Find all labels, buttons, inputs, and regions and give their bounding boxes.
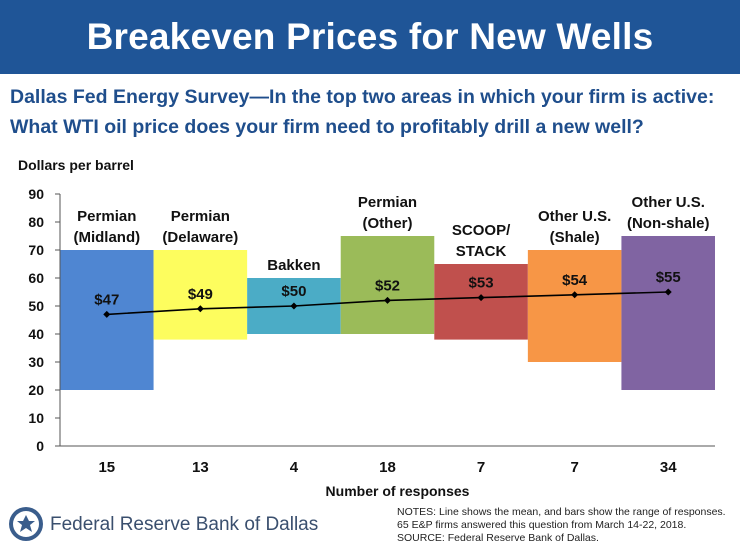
x-axis-title: Number of responses bbox=[326, 483, 470, 499]
region-label: (Shale) bbox=[550, 229, 600, 246]
survey-question: Dallas Fed Energy Survey—In the top two … bbox=[10, 86, 715, 138]
y-tick-label: 70 bbox=[28, 242, 44, 258]
y-tick-label: 30 bbox=[28, 354, 44, 370]
x-tick-label: 18 bbox=[379, 459, 396, 476]
y-tick-label: 10 bbox=[28, 410, 44, 426]
region-label: Other U.S. bbox=[632, 194, 705, 211]
region-label: Permian bbox=[358, 194, 417, 211]
source-line: SOURCE: Federal Reserve Bank of Dallas. bbox=[397, 532, 599, 544]
region-label: (Midland) bbox=[73, 229, 140, 246]
region-label: Other U.S. bbox=[538, 208, 611, 225]
y-tick-label: 80 bbox=[28, 214, 44, 230]
mean-point bbox=[290, 302, 298, 310]
mean-point bbox=[664, 288, 672, 296]
range-bar bbox=[527, 250, 622, 362]
range-bar bbox=[621, 236, 715, 390]
mean-point bbox=[384, 296, 391, 304]
region-label: STACK bbox=[456, 243, 507, 260]
mean-value-label: $54 bbox=[562, 272, 588, 289]
y-tick-label: 40 bbox=[28, 326, 44, 342]
notes-line: 65 E&P firms answered this question from… bbox=[397, 519, 687, 531]
range-bar bbox=[340, 236, 435, 334]
title-banner: Breakeven Prices for New Wells bbox=[0, 0, 740, 74]
y-tick-label: 20 bbox=[28, 382, 44, 398]
mean-value-label: $53 bbox=[469, 275, 494, 292]
region-label: (Delaware) bbox=[162, 229, 238, 246]
x-tick-label: 34 bbox=[660, 459, 677, 476]
range-bar bbox=[434, 264, 528, 340]
mean-value-label: $52 bbox=[375, 277, 400, 294]
mean-point bbox=[103, 310, 111, 318]
federal-reserve-seal-icon bbox=[9, 507, 43, 541]
range-bar bbox=[60, 250, 154, 390]
footer-org-name: Federal Reserve Bank of Dallas bbox=[50, 514, 319, 535]
mean-point bbox=[571, 291, 579, 299]
slide-title: Breakeven Prices for New Wells bbox=[86, 16, 654, 57]
mean-value-label: $49 bbox=[188, 286, 213, 303]
y-axis-label: Dollars per barrel bbox=[18, 157, 134, 173]
mean-value-label: $47 bbox=[94, 291, 119, 308]
region-label: Bakken bbox=[267, 257, 320, 274]
notes-line: NOTES: Line shows the mean, and bars sho… bbox=[397, 506, 726, 518]
region-label: (Non-shale) bbox=[627, 215, 710, 232]
y-tick-label: 0 bbox=[36, 438, 44, 454]
x-tick-label: 15 bbox=[98, 459, 115, 476]
x-tick-label: 7 bbox=[570, 459, 578, 476]
x-tick-label: 13 bbox=[192, 459, 209, 476]
mean-value-label: $55 bbox=[656, 269, 681, 286]
region-label: SCOOP/ bbox=[452, 222, 511, 239]
x-tick-label: 7 bbox=[477, 459, 485, 476]
chart-notes: NOTES: Line shows the mean, and bars sho… bbox=[397, 506, 737, 545]
region-label: Permian bbox=[77, 208, 136, 225]
mean-point bbox=[196, 305, 204, 313]
x-tick-label: 4 bbox=[290, 459, 299, 476]
range-bar bbox=[153, 250, 248, 340]
mean-value-label: $50 bbox=[281, 283, 306, 300]
y-tick-label: 90 bbox=[28, 186, 44, 202]
y-tick-label: 60 bbox=[28, 270, 44, 286]
region-label: (Other) bbox=[363, 215, 413, 232]
mean-point bbox=[477, 294, 485, 302]
region-label: Permian bbox=[171, 208, 230, 225]
y-tick-label: 50 bbox=[28, 298, 44, 314]
